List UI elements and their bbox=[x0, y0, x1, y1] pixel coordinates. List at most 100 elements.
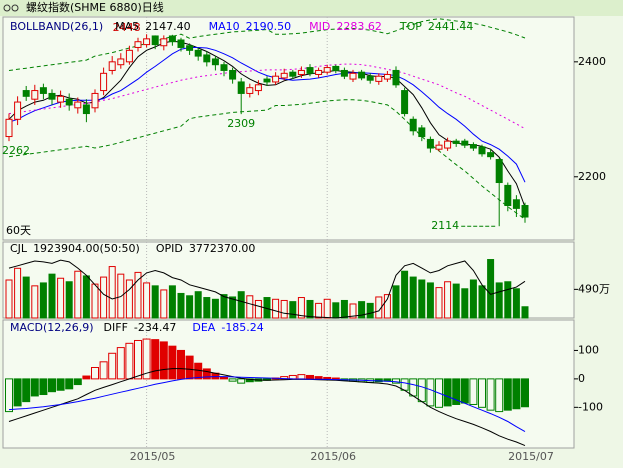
macd-bar bbox=[30, 378, 39, 397]
y-tick-label: 2200 bbox=[578, 170, 606, 183]
macd-bar bbox=[73, 378, 82, 386]
candle-body bbox=[487, 152, 495, 158]
volume-bar bbox=[229, 296, 237, 319]
volume-bar bbox=[435, 287, 443, 319]
macd-bar bbox=[13, 378, 22, 407]
candle-body bbox=[297, 69, 305, 75]
candle-body bbox=[452, 140, 460, 144]
candle-body bbox=[521, 205, 529, 218]
volume-bar bbox=[39, 282, 47, 319]
candle-body bbox=[211, 58, 219, 66]
volume-bar bbox=[323, 298, 331, 319]
volume-bar bbox=[22, 276, 30, 319]
legend-label: TOP bbox=[399, 20, 422, 33]
volume-bar bbox=[280, 299, 288, 319]
macd-bar bbox=[142, 338, 151, 380]
macd-bar bbox=[91, 367, 99, 380]
y-tick-label: 100 bbox=[578, 343, 599, 356]
legend-value: 2147.40 bbox=[145, 20, 191, 33]
candle-body bbox=[237, 81, 245, 94]
macd-bar bbox=[495, 378, 504, 413]
indicator-label: MACD(12,26,9) bbox=[10, 321, 94, 334]
volume-bar bbox=[211, 298, 219, 319]
volume-bar bbox=[203, 297, 211, 319]
macd-bar bbox=[65, 378, 74, 390]
volume-bar bbox=[340, 299, 348, 319]
legend-label: MA10 bbox=[209, 20, 240, 33]
legend-label: MA5 bbox=[115, 20, 139, 33]
candle-body bbox=[469, 144, 477, 149]
legend-value: -234.47 bbox=[134, 321, 176, 334]
candle-body bbox=[478, 146, 486, 155]
y-tick-label: 0 bbox=[578, 372, 585, 385]
volume-bar bbox=[74, 270, 82, 319]
candle-body bbox=[495, 159, 503, 184]
macd-bar bbox=[314, 376, 323, 380]
legend-value: 2190.50 bbox=[246, 20, 292, 33]
volume-bar bbox=[444, 281, 452, 319]
volume-bar bbox=[125, 279, 133, 319]
macd-bar bbox=[478, 378, 486, 408]
line bbox=[8, 368, 526, 447]
candle-body bbox=[323, 67, 331, 73]
icon bbox=[3, 4, 11, 12]
volume-bar bbox=[194, 291, 202, 319]
macd-bar bbox=[306, 374, 314, 380]
candle-body bbox=[48, 92, 56, 100]
x-tick-label: 2015/05 bbox=[130, 450, 176, 463]
volume-bar bbox=[487, 259, 495, 319]
title-bar bbox=[0, 0, 623, 16]
legend-value: 1923904.00(50:50) bbox=[33, 242, 140, 255]
volume-bar bbox=[409, 276, 417, 319]
y-tick-label: 490万 bbox=[578, 282, 610, 295]
macd-bar bbox=[323, 376, 332, 380]
volume-bar bbox=[254, 299, 262, 319]
candle-body bbox=[272, 75, 280, 83]
macd-bar bbox=[486, 378, 495, 411]
high-label: 2448 bbox=[113, 21, 141, 34]
volume-bar bbox=[186, 295, 194, 319]
volume-bar bbox=[82, 275, 90, 319]
volume-bar bbox=[151, 285, 159, 319]
candle-body bbox=[22, 90, 30, 97]
candle-body bbox=[143, 38, 151, 46]
volume-bar bbox=[418, 279, 426, 319]
candle-body bbox=[229, 69, 237, 80]
volume-bar bbox=[332, 302, 340, 319]
line bbox=[8, 259, 526, 319]
volume-bar bbox=[289, 301, 297, 319]
candle-body bbox=[168, 35, 176, 43]
candle-body bbox=[461, 140, 469, 146]
volume-bar bbox=[383, 294, 391, 319]
x-tick-label: 2015/07 bbox=[508, 450, 554, 463]
legend-value: 2283.62 bbox=[336, 20, 382, 33]
candle-body bbox=[14, 101, 22, 120]
candle-body bbox=[31, 90, 39, 100]
candle-body bbox=[512, 199, 520, 209]
candle-body bbox=[177, 39, 185, 48]
candle-body bbox=[366, 75, 374, 81]
volume-bar bbox=[108, 266, 116, 319]
macd-bar bbox=[168, 345, 177, 380]
volume-bar bbox=[461, 288, 469, 319]
legend-label: OPID bbox=[156, 242, 183, 255]
macd-bar bbox=[443, 378, 452, 407]
candle-body bbox=[383, 73, 391, 80]
candle-body bbox=[340, 69, 348, 77]
volume-bar bbox=[48, 273, 56, 319]
volume-bar bbox=[5, 279, 13, 319]
volume-bar bbox=[495, 282, 503, 319]
legend-label: DEA bbox=[192, 321, 215, 334]
candle-body bbox=[91, 92, 99, 109]
line bbox=[8, 376, 526, 433]
candle-body bbox=[74, 101, 82, 109]
legend-label: MID bbox=[309, 20, 330, 33]
candle-body bbox=[306, 67, 314, 74]
volume-bar bbox=[65, 281, 73, 319]
volume-bar bbox=[521, 306, 529, 319]
macd-bar bbox=[417, 378, 426, 403]
volume-bar bbox=[237, 291, 245, 319]
candle-body bbox=[117, 58, 125, 66]
candle-body bbox=[203, 54, 211, 63]
